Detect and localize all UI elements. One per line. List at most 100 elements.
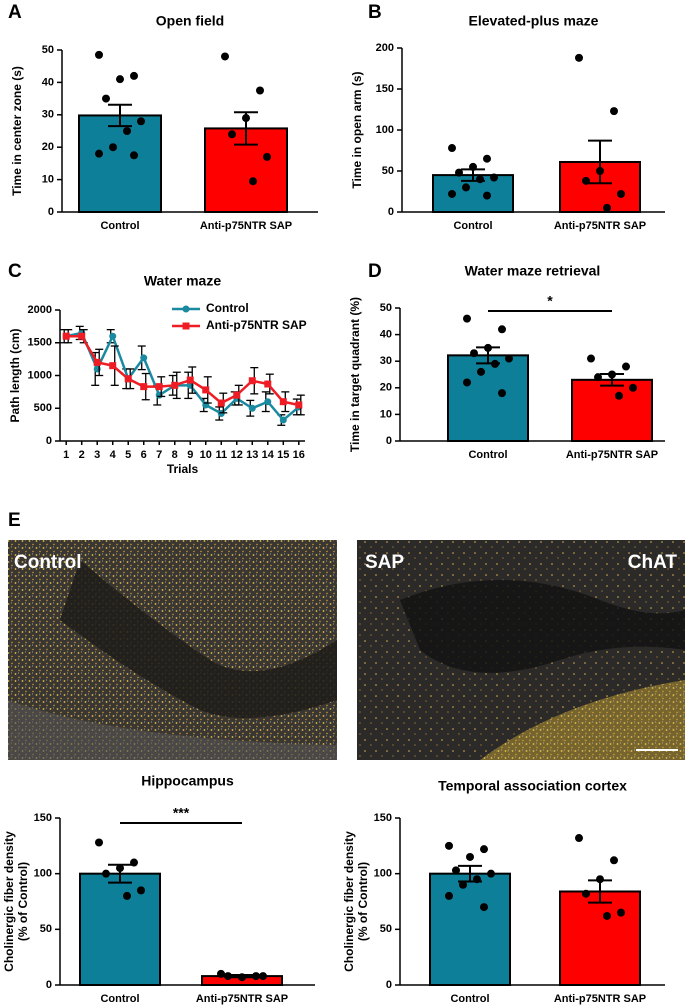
x-tick-label: Control bbox=[453, 220, 492, 232]
x-tick-label: 11 bbox=[215, 449, 227, 461]
chart-title: Elevated-plus maze bbox=[469, 13, 599, 29]
x-tick-label: 10 bbox=[200, 449, 212, 461]
y-tick-label: 200 bbox=[376, 42, 394, 54]
panel-letter: D bbox=[368, 261, 382, 282]
x-tick-label: Control bbox=[100, 220, 139, 232]
data-point bbox=[596, 167, 604, 175]
chart-title: Temporal association cortex bbox=[438, 778, 627, 794]
x-tick-label: 12 bbox=[231, 449, 243, 461]
data-point bbox=[477, 367, 485, 376]
data-point bbox=[596, 875, 604, 884]
data-point bbox=[123, 891, 131, 900]
data-point bbox=[238, 973, 246, 982]
y-tick-label: 0 bbox=[386, 435, 392, 447]
data-point bbox=[242, 114, 250, 123]
y-tick-label: 2000 bbox=[28, 304, 52, 316]
y-axis-label: (% of Control) bbox=[16, 862, 30, 941]
data-point bbox=[505, 354, 513, 363]
y-tick-label: 50 bbox=[40, 923, 52, 935]
data-point bbox=[137, 886, 145, 895]
data-point bbox=[622, 362, 630, 371]
chart-title: Hippocampus bbox=[141, 773, 234, 789]
image-label: ChAT bbox=[628, 552, 678, 573]
x-tick-label: Control bbox=[100, 993, 139, 1005]
data-point bbox=[498, 389, 506, 398]
x-tick-label: Anti-p75NTR SAP bbox=[554, 993, 646, 1005]
data-point bbox=[130, 71, 138, 80]
y-axis-label: Time in target quadrant (%) bbox=[348, 297, 362, 452]
data-point bbox=[256, 86, 264, 95]
marker bbox=[109, 362, 117, 370]
data-point bbox=[617, 908, 625, 917]
bar bbox=[559, 890, 641, 986]
data-point bbox=[445, 841, 453, 850]
y-tick-label: 0 bbox=[46, 435, 52, 447]
data-point bbox=[603, 203, 611, 212]
data-point bbox=[221, 52, 229, 61]
x-tick-label: 1 bbox=[63, 449, 69, 461]
data-point bbox=[608, 370, 616, 379]
chart-title: Water maze retrieval bbox=[465, 263, 601, 279]
y-tick-label: 1500 bbox=[28, 337, 52, 349]
chart-title: Water maze bbox=[144, 273, 222, 289]
y-tick-label: 150 bbox=[374, 812, 392, 824]
data-point bbox=[259, 972, 267, 981]
y-tick-label: 40 bbox=[42, 76, 54, 88]
y-axis-label: Cholinergic fiber density bbox=[2, 831, 16, 972]
data-point bbox=[448, 189, 456, 198]
legend-marker bbox=[182, 322, 190, 330]
y-tick-label: 500 bbox=[34, 402, 52, 414]
marker bbox=[78, 332, 86, 340]
bar bbox=[571, 378, 653, 443]
data-point bbox=[102, 869, 110, 878]
data-point bbox=[575, 834, 583, 843]
y-tick-label: 100 bbox=[34, 868, 52, 880]
data-point bbox=[484, 343, 492, 352]
x-tick-label: Control bbox=[450, 993, 489, 1005]
bar bbox=[447, 354, 529, 442]
x-tick-label: 9 bbox=[187, 449, 193, 461]
y-tick-label: 10 bbox=[380, 408, 392, 420]
data-point bbox=[123, 127, 131, 135]
legend-label: Control bbox=[206, 301, 249, 315]
micrograph: SAP ChAT bbox=[357, 540, 685, 760]
marker bbox=[295, 401, 303, 409]
data-point bbox=[480, 845, 488, 854]
data-point bbox=[102, 94, 110, 103]
y-tick-label: 50 bbox=[380, 923, 392, 935]
data-point bbox=[483, 154, 491, 163]
data-point bbox=[575, 53, 583, 62]
bar bbox=[429, 872, 511, 987]
data-point bbox=[109, 143, 117, 152]
data-point bbox=[594, 373, 602, 382]
data-point bbox=[490, 173, 498, 182]
marker bbox=[202, 386, 210, 394]
data-point bbox=[452, 866, 460, 875]
x-axis-label: Trials bbox=[167, 462, 199, 476]
data-point bbox=[603, 911, 611, 920]
marker bbox=[217, 399, 225, 407]
data-point bbox=[228, 130, 236, 139]
y-tick-label: 50 bbox=[380, 302, 392, 314]
marker bbox=[248, 404, 256, 412]
x-tick-label: Control bbox=[468, 449, 507, 461]
panel-letter: B bbox=[368, 2, 382, 23]
x-tick-label: 3 bbox=[94, 449, 100, 461]
x-tick-label: 16 bbox=[293, 449, 305, 461]
x-tick-label: 7 bbox=[156, 449, 162, 461]
data-point bbox=[95, 149, 103, 158]
y-tick-label: 30 bbox=[42, 109, 54, 121]
data-point bbox=[498, 325, 506, 334]
y-tick-label: 150 bbox=[376, 83, 394, 95]
data-point bbox=[473, 875, 481, 884]
x-tick-label: Anti-p75NTR SAP bbox=[200, 220, 292, 232]
legend-label: Anti-p75NTR SAP bbox=[206, 318, 307, 332]
image-label: Control bbox=[14, 552, 82, 573]
data-point bbox=[217, 969, 225, 978]
data-point bbox=[470, 349, 478, 358]
data-point bbox=[95, 50, 103, 59]
x-tick-label: 13 bbox=[246, 449, 258, 461]
data-point bbox=[629, 383, 637, 392]
marker bbox=[279, 416, 287, 424]
data-point bbox=[116, 864, 124, 873]
